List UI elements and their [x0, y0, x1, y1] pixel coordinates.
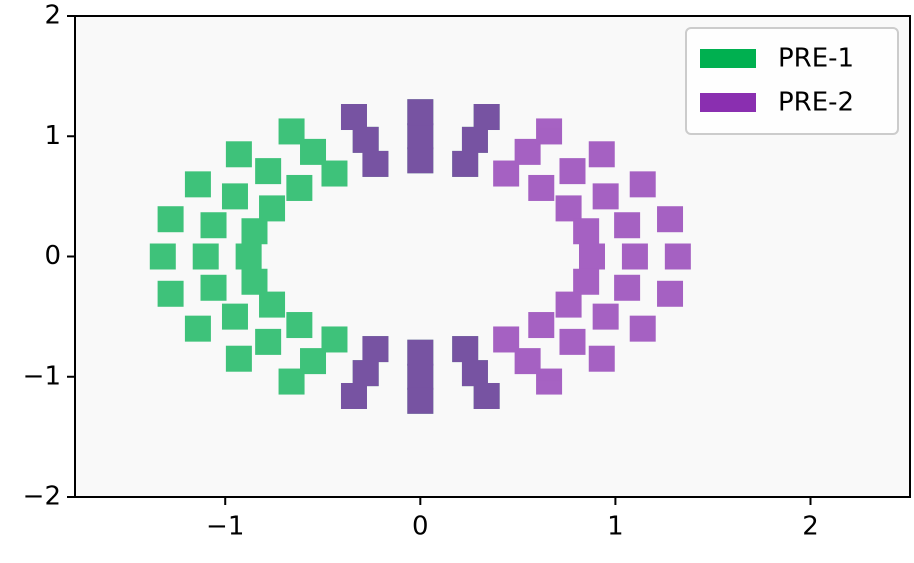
- series: [340, 99, 691, 414]
- point: [664, 243, 691, 270]
- point: [362, 336, 389, 363]
- point: [407, 339, 434, 366]
- point: [592, 183, 619, 210]
- point: [555, 195, 582, 222]
- point: [255, 328, 282, 355]
- x-tick-label: 1: [607, 512, 624, 542]
- point: [473, 382, 500, 409]
- point: [241, 218, 268, 245]
- legend-label: PRE-1: [778, 44, 854, 74]
- point: [573, 268, 600, 295]
- point: [592, 303, 619, 330]
- point: [559, 158, 586, 185]
- point: [407, 99, 434, 126]
- point: [528, 174, 555, 201]
- point: [473, 104, 500, 131]
- point: [157, 280, 184, 307]
- y-tick-label: −1: [23, 361, 61, 391]
- point: [184, 315, 211, 342]
- x-tick-label: 0: [412, 512, 429, 542]
- point: [614, 274, 641, 301]
- point: [452, 336, 479, 363]
- legend-swatch: [700, 49, 756, 68]
- point: [184, 171, 211, 198]
- point: [225, 141, 252, 168]
- legend-swatch: [700, 93, 756, 112]
- point: [559, 328, 586, 355]
- point: [452, 150, 479, 177]
- point: [200, 212, 227, 239]
- point: [536, 118, 563, 145]
- point: [528, 312, 555, 339]
- y-tick-label: −2: [23, 482, 61, 512]
- x-tick-label: 2: [802, 512, 819, 542]
- point: [340, 382, 367, 409]
- point: [225, 345, 252, 372]
- point: [407, 123, 434, 150]
- y-tick-label: 0: [44, 241, 61, 271]
- point: [340, 104, 367, 131]
- point: [461, 360, 488, 387]
- point: [407, 147, 434, 174]
- x-tick-label: −1: [206, 512, 244, 542]
- point: [588, 345, 615, 372]
- point: [286, 174, 313, 201]
- point: [352, 126, 379, 153]
- point: [241, 268, 268, 295]
- point: [278, 368, 305, 395]
- y-tick-label: 2: [44, 1, 61, 31]
- point: [407, 387, 434, 414]
- point: [255, 158, 282, 185]
- point: [621, 243, 648, 270]
- point: [149, 243, 176, 270]
- point: [614, 212, 641, 239]
- point: [657, 280, 684, 307]
- point: [235, 243, 262, 270]
- point: [629, 315, 656, 342]
- point: [352, 360, 379, 387]
- point: [200, 274, 227, 301]
- points: [149, 99, 691, 414]
- point: [259, 195, 286, 222]
- point: [657, 206, 684, 233]
- point: [555, 291, 582, 318]
- point: [157, 206, 184, 233]
- point: [588, 141, 615, 168]
- y-tick-label: 1: [44, 121, 61, 151]
- point: [461, 126, 488, 153]
- point: [221, 183, 248, 210]
- point: [192, 243, 219, 270]
- point: [407, 363, 434, 390]
- point: [629, 171, 656, 198]
- legend-label: PRE-2: [778, 88, 854, 118]
- point: [259, 291, 286, 318]
- point: [286, 312, 313, 339]
- point: [573, 218, 600, 245]
- point: [578, 243, 605, 270]
- point: [536, 368, 563, 395]
- point: [221, 303, 248, 330]
- point: [278, 118, 305, 145]
- point: [362, 150, 389, 177]
